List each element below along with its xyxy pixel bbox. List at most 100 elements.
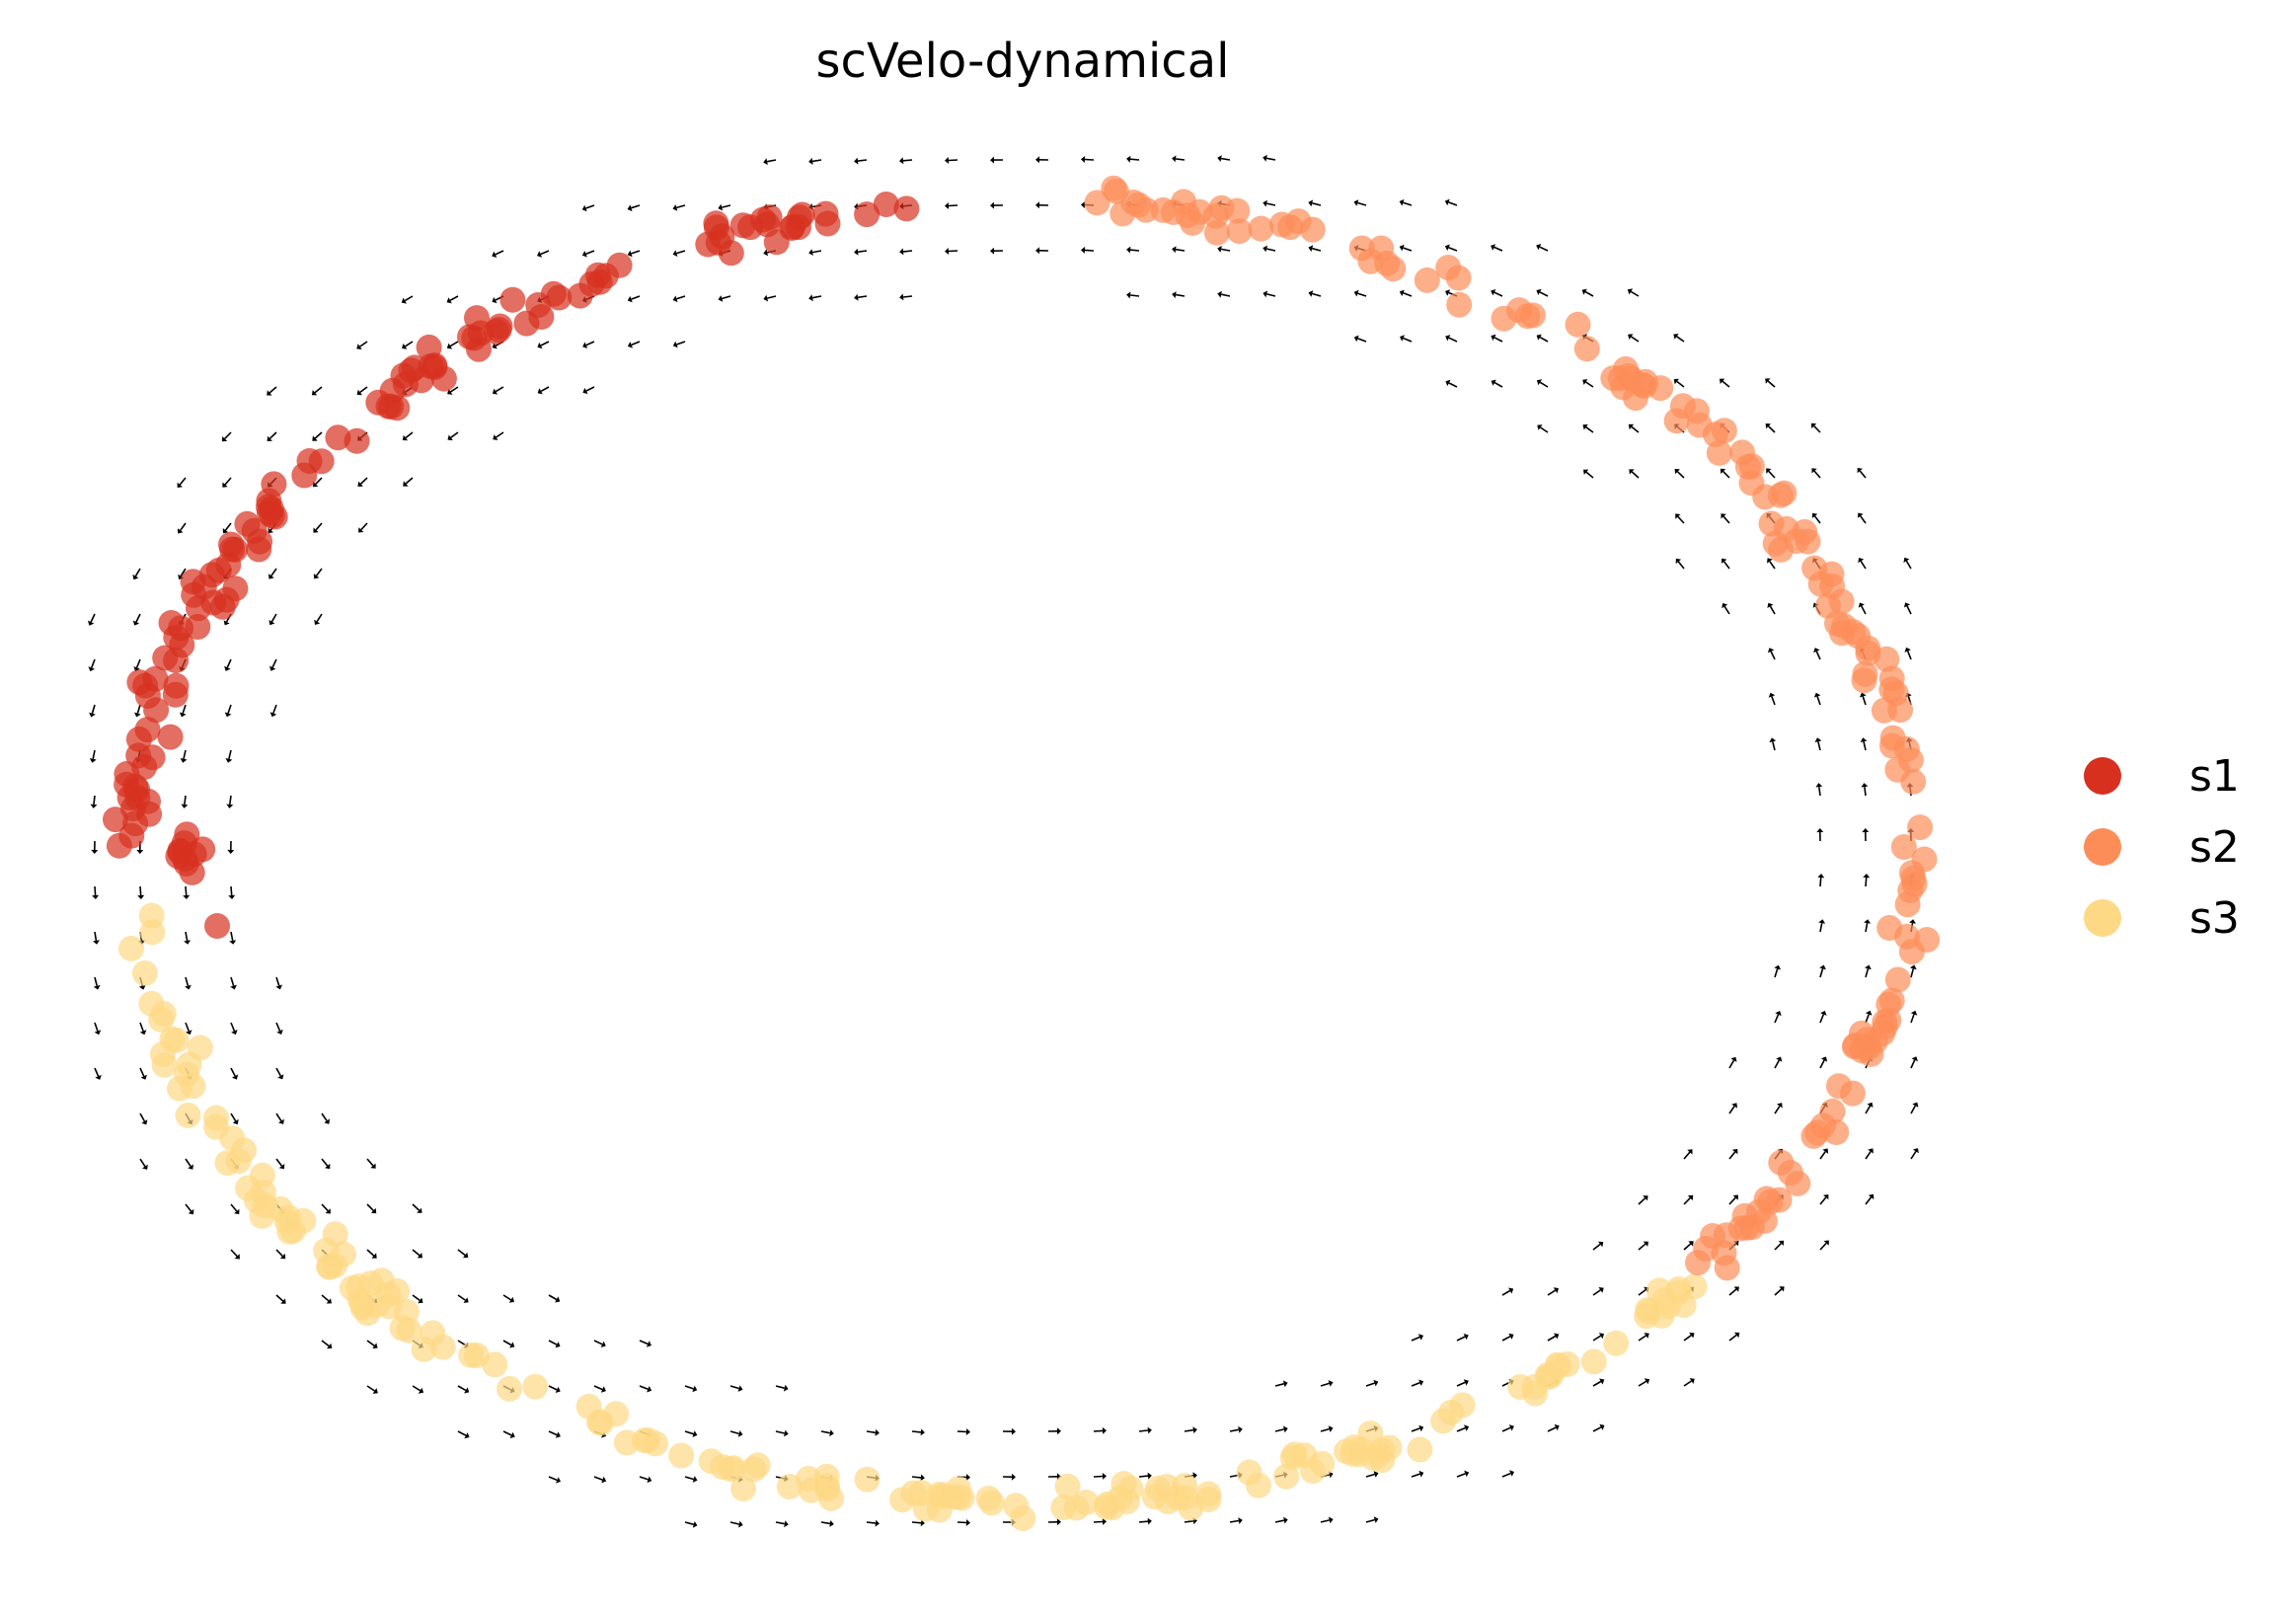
cell-point-s3 xyxy=(458,1342,485,1368)
cell-point-s3 xyxy=(1648,1302,1675,1329)
velocity-arrow xyxy=(684,1521,698,1528)
velocity-arrow xyxy=(1501,1287,1514,1296)
velocity-arrow xyxy=(132,613,141,626)
velocity-arrow xyxy=(1675,558,1685,570)
cell-point-s1 xyxy=(786,214,811,241)
velocity-arrow xyxy=(177,477,187,488)
velocity-arrow xyxy=(1675,513,1685,524)
cell-point-s1 xyxy=(126,669,153,696)
velocity-arrow xyxy=(945,248,958,255)
velocity-arrow xyxy=(93,931,100,945)
cell-point-s1 xyxy=(398,357,424,384)
cell-point-s1 xyxy=(854,201,880,228)
velocity-arrow xyxy=(1816,828,1824,842)
velocity-arrow xyxy=(866,1428,880,1436)
velocity-arrow xyxy=(132,568,141,580)
velocity-arrow xyxy=(221,431,232,442)
velocity-arrow xyxy=(1863,874,1871,887)
velocity-arrow xyxy=(1308,199,1322,207)
velocity-arrow xyxy=(1592,1378,1605,1387)
cell-point-s1 xyxy=(344,427,370,454)
velocity-arrow xyxy=(1683,1149,1693,1160)
velocity-arrow xyxy=(222,477,232,488)
cell-point-s2 xyxy=(1870,1020,1896,1046)
cell-point-s1 xyxy=(135,788,161,814)
velocity-arrow xyxy=(775,1429,789,1437)
cell-point-s3 xyxy=(1580,1348,1607,1375)
velocity-arrow xyxy=(134,704,141,718)
velocity-arrow xyxy=(1865,1148,1874,1160)
velocity-arrow xyxy=(672,204,686,211)
velocity-arrow xyxy=(718,295,731,302)
cell-point-s2 xyxy=(1898,939,1925,965)
cell-point-s1 xyxy=(873,192,899,217)
velocity-arrow xyxy=(225,749,233,763)
velocity-arrow xyxy=(275,1294,286,1304)
cell-point-s2 xyxy=(1565,311,1591,338)
velocity-arrow xyxy=(1768,692,1776,706)
velocity-arrow xyxy=(1721,558,1730,570)
velocity-arrow xyxy=(139,1158,148,1170)
velocity-arrow xyxy=(1819,1056,1828,1069)
velocity-arrow xyxy=(627,341,641,348)
velocity-arrow xyxy=(275,1249,286,1260)
cell-scatter xyxy=(103,175,1941,1532)
velocity-arrow xyxy=(639,1340,651,1347)
velocity-arrow xyxy=(639,1476,652,1484)
velocity-arrow xyxy=(1126,291,1140,299)
cell-point-s2 xyxy=(1911,846,1938,873)
cell-point-s1 xyxy=(416,334,442,360)
velocity-arrow xyxy=(1353,199,1367,206)
chart-title: scVelo-dynamical xyxy=(816,34,1230,89)
velocity-arrow xyxy=(639,1385,652,1393)
velocity-arrow xyxy=(1865,1102,1874,1114)
velocity-arrow xyxy=(269,704,277,718)
cell-point-s1 xyxy=(467,320,494,346)
velocity-arrow xyxy=(1721,513,1730,524)
velocity-arrow xyxy=(1320,1425,1334,1432)
velocity-arrow xyxy=(820,1429,834,1437)
cell-point-s1 xyxy=(125,726,152,752)
velocity-arrow xyxy=(945,157,958,164)
velocity-arrow xyxy=(1400,335,1413,343)
velocity-arrow xyxy=(627,250,641,258)
velocity-arrow xyxy=(582,341,595,348)
cell-point-s1 xyxy=(143,697,170,724)
cell-point-s3 xyxy=(978,1490,1005,1516)
velocity-arrow xyxy=(1320,1380,1334,1387)
velocity-arrow xyxy=(1002,1473,1016,1481)
cell-point-s2 xyxy=(1829,620,1855,647)
velocity-arrow xyxy=(854,293,868,301)
velocity-arrow xyxy=(1683,1378,1695,1387)
velocity-arrow xyxy=(548,1294,561,1303)
cell-point-s3 xyxy=(1172,1473,1198,1499)
velocity-arrow xyxy=(133,658,141,672)
velocity-arrow xyxy=(230,1067,239,1080)
velocity-arrow xyxy=(945,202,958,209)
cell-point-s3 xyxy=(813,1463,840,1490)
velocity-arrow xyxy=(1047,1427,1061,1435)
velocity-arrow xyxy=(1184,1426,1197,1434)
cell-point-s2 xyxy=(1878,987,1905,1014)
velocity-arrow xyxy=(1774,1286,1785,1296)
velocity-arrow xyxy=(492,250,504,258)
velocity-arrow xyxy=(89,704,96,718)
cell-point-s2 xyxy=(1446,291,1473,318)
velocity-arrow xyxy=(593,1476,607,1484)
cell-point-s3 xyxy=(1309,1450,1336,1477)
velocity-arrow xyxy=(457,1385,470,1394)
cell-point-s3 xyxy=(345,1273,372,1300)
velocity-arrow xyxy=(1638,1333,1649,1342)
cell-point-s2 xyxy=(1618,365,1645,392)
velocity-arrow xyxy=(314,613,323,625)
cell-point-s3 xyxy=(1522,1380,1549,1407)
cell-point-s2 xyxy=(1890,834,1917,860)
cell-point-s2 xyxy=(1771,480,1798,506)
velocity-arrow xyxy=(139,1022,147,1036)
velocity-arrow xyxy=(1910,1056,1918,1069)
velocity-arrow xyxy=(1592,1287,1604,1296)
cell-point-s2 xyxy=(1277,214,1304,241)
velocity-arrow xyxy=(1047,1518,1061,1526)
legend-marker xyxy=(2084,757,2121,795)
velocity-arrow xyxy=(313,522,323,533)
